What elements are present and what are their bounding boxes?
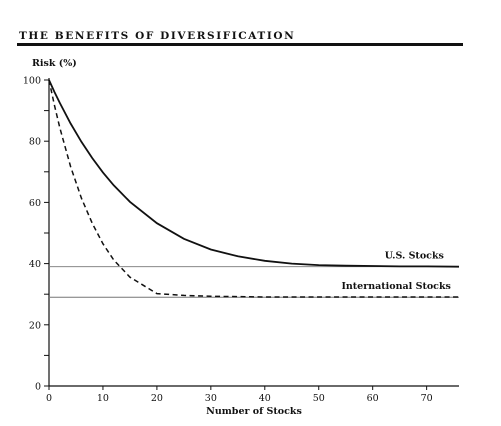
x-tick-label: 70 <box>421 393 433 404</box>
y-tick-label: 0 <box>35 382 41 393</box>
chart-labels: 0 20 40 60 80 100 0 10 20 30 40 50 60 70 Risk (%) Numbe… <box>23 58 451 417</box>
y-tick-label: 100 <box>23 76 41 87</box>
chart-axes <box>44 78 459 390</box>
y-tick-label: 40 <box>29 259 41 270</box>
x-tick-label: 0 <box>46 393 52 404</box>
x-tick-label: 50 <box>313 393 325 404</box>
international-stocks-line <box>48 79 459 298</box>
title-rule <box>17 43 463 46</box>
us-stocks-line <box>48 79 460 268</box>
y-axis-title: Risk (%) <box>32 58 77 69</box>
chart-title: THE BENEFITS OF DIVERSIFICATION <box>19 30 296 42</box>
y-tick-label: 80 <box>29 137 41 148</box>
us-stocks-label: U.S. Stocks <box>385 251 444 262</box>
y-tick-label: 60 <box>29 198 41 209</box>
x-tick-label: 60 <box>367 393 379 404</box>
x-tick-label: 20 <box>151 393 163 404</box>
x-tick-label: 30 <box>205 393 217 404</box>
x-tick-label: 40 <box>259 393 271 404</box>
y-tick-label: 20 <box>29 320 41 331</box>
x-tick-label: 10 <box>97 393 109 404</box>
x-axis-title: Number of Stocks <box>206 406 302 417</box>
series-group <box>48 79 460 298</box>
international-stocks-label: International Stocks <box>341 281 450 292</box>
